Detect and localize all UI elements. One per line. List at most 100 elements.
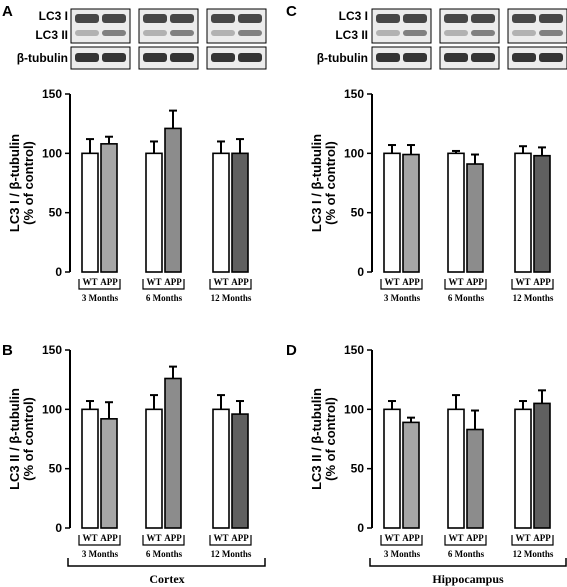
panel-letter-b: B xyxy=(2,342,13,359)
age-label: 3 Months xyxy=(384,293,421,303)
band-beta-tubulin xyxy=(444,53,468,62)
group-bracket xyxy=(142,535,185,546)
y-axis-label: LC3 I / β-tubulin xyxy=(7,134,22,232)
group-bracket xyxy=(444,279,487,290)
bar-wt xyxy=(212,408,230,529)
band-lc3-ii xyxy=(471,30,495,36)
panel-letter-c: C xyxy=(286,3,297,20)
age-label: 12 Months xyxy=(211,549,252,559)
age-label: 12 Months xyxy=(513,549,554,559)
bar-app xyxy=(466,428,484,529)
band-lc3-i xyxy=(471,14,495,23)
western-blot: LC3 I LC3 II β-tubulin xyxy=(317,8,567,70)
bar-wt xyxy=(514,152,532,273)
band-beta-tubulin xyxy=(238,53,262,62)
group-label-app: APP xyxy=(466,277,484,287)
region-bracket xyxy=(369,558,567,567)
y-tick-label: 100 xyxy=(42,402,62,416)
panel-letter-a: A xyxy=(2,3,13,20)
band-lc3-i xyxy=(211,14,235,23)
blot-label-lc3-ii: LC3 II xyxy=(335,28,368,42)
y-tick-label: 150 xyxy=(42,87,62,101)
blot-box-tubulin xyxy=(138,46,199,70)
y-tick-label: 100 xyxy=(344,402,364,416)
bar-app xyxy=(402,153,420,273)
blot-box-tubulin xyxy=(439,46,500,70)
band-beta-tubulin xyxy=(143,53,167,62)
y-tick-label: 0 xyxy=(55,265,62,279)
panel-letter-d: D xyxy=(286,342,297,359)
band-beta-tubulin xyxy=(539,53,563,62)
band-lc3-i xyxy=(512,14,536,23)
blot-box-tubulin xyxy=(70,46,131,70)
band-lc3-ii xyxy=(539,30,563,36)
y-axis-label-unit: (% of control) xyxy=(21,141,36,225)
bar-app xyxy=(466,163,484,273)
band-lc3-i xyxy=(376,14,400,23)
y-tick-label: 50 xyxy=(49,462,63,476)
bar-wt xyxy=(145,152,163,273)
y-tick-label: 0 xyxy=(55,521,62,535)
y-tick-label: 0 xyxy=(357,521,364,535)
group-label-app: APP xyxy=(533,533,551,543)
group-label-wt: WT xyxy=(384,277,399,287)
group-label-app: APP xyxy=(100,277,118,287)
bar-wt xyxy=(81,152,99,273)
y-axis-label-unit: (% of control) xyxy=(21,397,36,481)
bar-app xyxy=(100,143,118,273)
group-label-app: APP xyxy=(402,533,420,543)
bar-wt xyxy=(81,408,99,529)
group-label-wt: WT xyxy=(448,533,463,543)
group-bracket xyxy=(380,535,423,546)
band-beta-tubulin xyxy=(403,53,427,62)
band-lc3-ii xyxy=(444,30,468,36)
y-axis-label-unit: (% of control) xyxy=(323,141,338,225)
y-tick-label: 100 xyxy=(42,146,62,160)
band-beta-tubulin xyxy=(211,53,235,62)
region-label-hippocampus: Hippocampus xyxy=(432,572,504,586)
group-label-app: APP xyxy=(402,277,420,287)
group-label-app: APP xyxy=(533,277,551,287)
y-axis-label: LC3 II / β-tubulin xyxy=(7,388,22,490)
bar-app xyxy=(533,402,551,529)
band-beta-tubulin xyxy=(471,53,495,62)
age-label: 6 Months xyxy=(448,549,485,559)
band-beta-tubulin xyxy=(376,53,400,62)
bar-wt xyxy=(145,408,163,529)
y-axis-label: LC3 I / β-tubulin xyxy=(309,134,324,232)
group-bracket xyxy=(380,279,423,290)
bar-app xyxy=(164,127,182,273)
blot-box-tubulin xyxy=(371,46,432,70)
bar-wt xyxy=(514,408,532,529)
chart-panel-d: 0 50 100 150 LC3 II / β-tubulin (% of control… xyxy=(309,343,554,559)
y-tick-label: 150 xyxy=(344,343,364,357)
group-label-wt: WT xyxy=(448,277,463,287)
age-label: 6 Months xyxy=(448,293,485,303)
bar-wt xyxy=(447,408,465,529)
y-axis-label-unit: (% of control) xyxy=(323,397,338,481)
blot-box-tubulin xyxy=(206,46,267,70)
group-label-wt: WT xyxy=(515,533,530,543)
y-tick-label: 100 xyxy=(344,146,364,160)
blot-label-beta-tubulin: β-tubulin xyxy=(317,51,368,65)
y-tick-label: 150 xyxy=(344,87,364,101)
band-lc3-i xyxy=(539,14,563,23)
group-bracket xyxy=(511,279,554,290)
western-blot: LC3 I LC3 II β-tubulin xyxy=(17,8,267,70)
blot-label-lc3-i: LC3 I xyxy=(39,9,68,23)
band-lc3-i xyxy=(75,14,99,23)
group-label-wt: WT xyxy=(82,277,97,287)
age-label: 6 Months xyxy=(146,293,183,303)
group-bracket xyxy=(511,535,554,546)
bar-wt xyxy=(383,408,401,529)
band-beta-tubulin xyxy=(512,53,536,62)
band-lc3-i xyxy=(170,14,194,23)
blot-label-lc3-ii: LC3 II xyxy=(35,28,68,42)
bar-wt xyxy=(383,152,401,273)
y-tick-label: 50 xyxy=(351,462,365,476)
group-label-wt: WT xyxy=(146,277,161,287)
group-bracket xyxy=(209,279,252,290)
band-lc3-i xyxy=(102,14,126,23)
age-label: 3 Months xyxy=(82,549,119,559)
